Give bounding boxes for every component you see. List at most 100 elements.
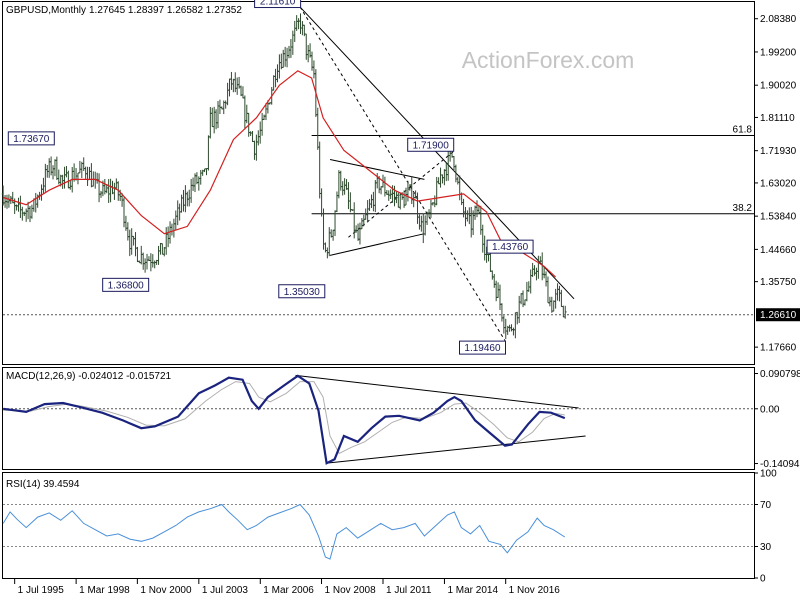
y-axis-label: 1.71930: [760, 146, 797, 157]
price-candle: [274, 69, 277, 87]
price-candle: [96, 173, 99, 184]
price-candle: [207, 135, 210, 170]
price-candle: [545, 271, 548, 286]
price-candle: [399, 193, 402, 209]
price-candle: [132, 236, 135, 245]
price-candle: [65, 166, 68, 177]
price-candle: [255, 135, 258, 161]
price-candle: [445, 162, 448, 181]
price-candle: [11, 192, 14, 203]
price-candle: [61, 175, 64, 189]
price-candle: [290, 39, 293, 58]
price-candle: [395, 192, 398, 204]
price-candle: [462, 199, 465, 218]
price-candle: [232, 79, 235, 92]
price-candle: [347, 182, 350, 209]
price-candle: [362, 215, 365, 227]
price-candle: [514, 312, 517, 338]
price-label-text: 1.43760: [492, 242, 529, 253]
price-trendline: [330, 234, 424, 256]
price-candle: [466, 210, 469, 221]
price-candle: [69, 181, 72, 190]
price-label-text: 1.73670: [13, 134, 50, 145]
price-candle: [439, 168, 442, 188]
price-candle: [176, 200, 179, 225]
price-candle: [21, 207, 24, 221]
price-candle: [228, 79, 231, 97]
price-candle: [276, 64, 279, 82]
price-label: 2.11610: [255, 0, 301, 8]
price-candle: [253, 141, 256, 160]
price-candle: [88, 167, 91, 180]
price-candle: [501, 303, 504, 321]
price-candle: [215, 109, 218, 129]
price-candle: [533, 265, 536, 276]
rsi-panel-border: [3, 473, 755, 579]
price-candle: [318, 142, 321, 199]
y-axis-label: 1.90020: [760, 81, 797, 92]
time-axis-label: 1 Mar 1998: [79, 585, 130, 596]
price-candle: [372, 192, 375, 211]
price-candle: [502, 315, 505, 333]
price-candle: [172, 219, 175, 238]
time-axis-label: 1 Nov 2016: [509, 585, 561, 596]
price-candle: [453, 156, 456, 171]
price-candle: [286, 48, 289, 68]
y-axis-label: 0.090798: [760, 369, 800, 380]
price-candle: [109, 179, 112, 203]
price-candle: [433, 195, 436, 207]
price-label-text: 1.19460: [464, 343, 501, 354]
rsi-levels: [3, 505, 754, 547]
price-candle: [55, 157, 58, 180]
price-candle: [234, 72, 237, 92]
price-candle: [86, 167, 89, 186]
price-candle: [556, 283, 559, 300]
time-axis-label: 1 Nov 2000: [140, 585, 192, 596]
price-candle: [499, 285, 502, 310]
price-candle: [40, 184, 43, 200]
watermark-text: ActionForex.com: [462, 47, 635, 73]
price-candle: [336, 191, 339, 212]
price-candle: [34, 193, 37, 213]
price-candle: [217, 101, 220, 128]
price-candle: [182, 190, 185, 212]
price-candle: [171, 224, 174, 236]
price-candle: [67, 171, 70, 189]
price-candle: [17, 198, 20, 212]
time-axis-label: 1 Mar 2006: [263, 585, 314, 596]
price-candle: [560, 290, 563, 307]
macd-trendline: [296, 375, 579, 408]
price-label-text: 1.71900: [413, 140, 450, 151]
y-axis-label: 30: [760, 542, 772, 553]
price-candle: [115, 178, 118, 189]
price-candle: [100, 191, 103, 198]
price-candle: [44, 164, 47, 192]
price-candle: [422, 213, 425, 243]
price-candle: [493, 274, 496, 288]
price-candle: [357, 224, 360, 241]
price-candle: [360, 218, 363, 229]
price-candle: [19, 196, 22, 218]
price-candle: [435, 177, 438, 205]
price-candle: [307, 45, 310, 62]
price-candle: [63, 167, 66, 189]
price-candle: [80, 162, 83, 178]
price-candle: [151, 254, 154, 267]
price-candle: [142, 253, 145, 270]
y-axis-label: 0.00: [760, 404, 780, 415]
price-candle: [211, 108, 214, 127]
price-candle: [224, 100, 227, 108]
price-candle: [341, 181, 344, 195]
price-candle: [243, 95, 246, 129]
price-candle: [75, 168, 78, 181]
price-candle: [107, 179, 110, 203]
price-candle: [313, 60, 316, 78]
price-candle: [504, 319, 507, 339]
y-axis-label: 1.44660: [760, 245, 797, 256]
price-candle: [192, 177, 195, 190]
price-candle: [259, 122, 262, 144]
